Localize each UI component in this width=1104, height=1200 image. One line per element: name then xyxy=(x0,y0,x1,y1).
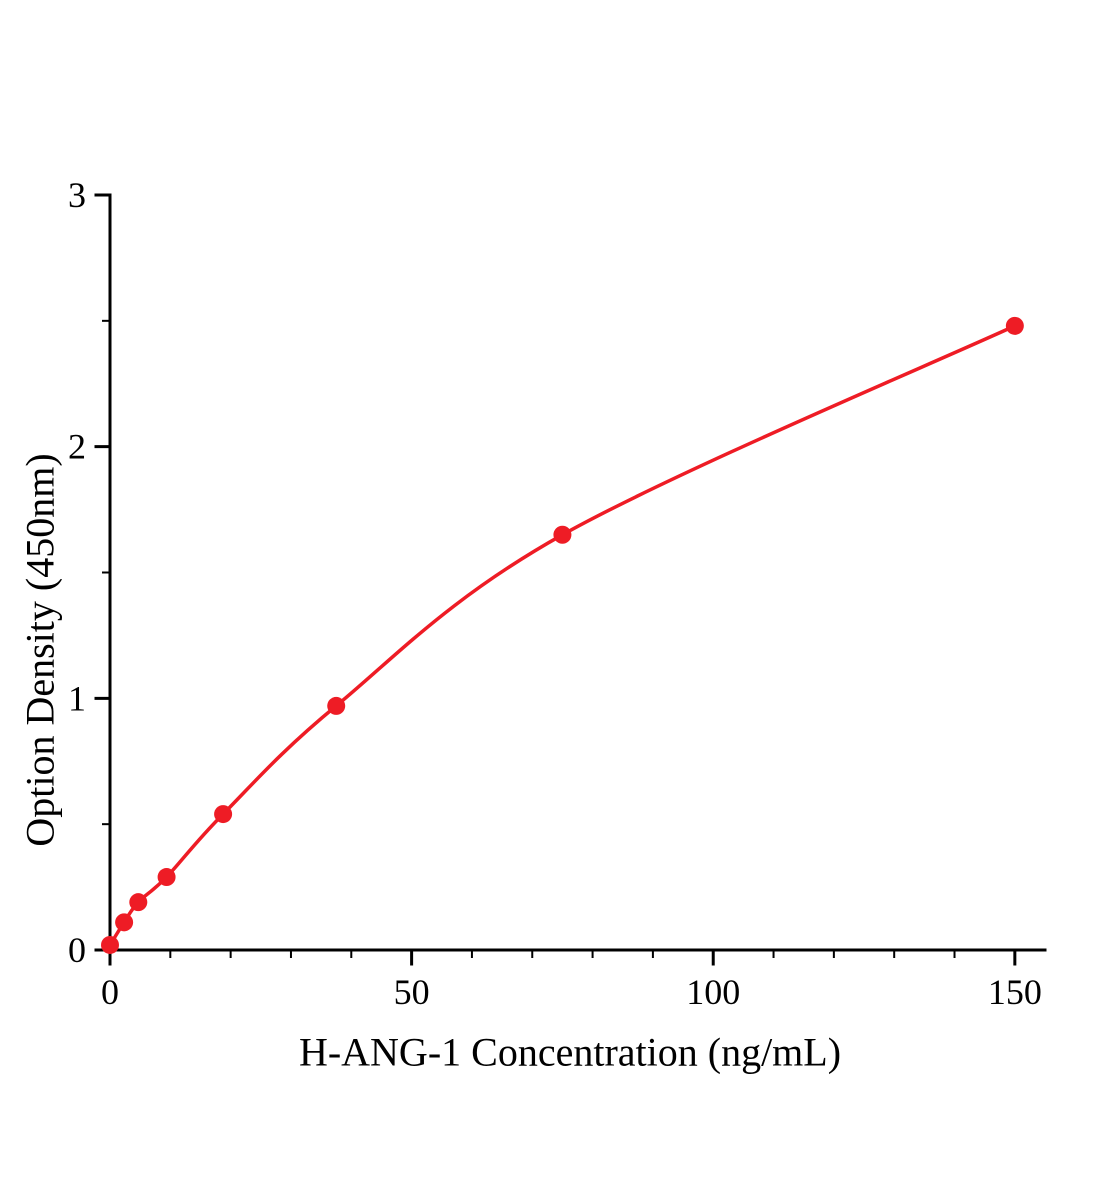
y-tick-label: 0 xyxy=(68,930,86,970)
data-point xyxy=(1005,316,1024,335)
data-point xyxy=(157,868,176,887)
x-tick-label: 0 xyxy=(101,972,119,1012)
y-tick-label: 3 xyxy=(68,175,86,215)
y-tick-label: 2 xyxy=(68,427,86,467)
data-point xyxy=(129,893,148,912)
y-tick-label: 1 xyxy=(68,678,86,718)
data-point xyxy=(101,935,119,954)
x-tick-label: 100 xyxy=(686,972,740,1012)
x-tick-label: 150 xyxy=(988,972,1042,1012)
data-point xyxy=(214,805,233,824)
x-axis-title: H-ANG-1 Concentration (ng/mL) xyxy=(298,1029,842,1075)
y-axis-title: Option Density (450nm) xyxy=(17,453,63,847)
data-point xyxy=(553,525,572,544)
standard-curve-line xyxy=(108,324,1017,947)
data-point xyxy=(327,696,346,715)
data-point xyxy=(115,913,134,932)
x-tick-label: 50 xyxy=(394,972,430,1012)
